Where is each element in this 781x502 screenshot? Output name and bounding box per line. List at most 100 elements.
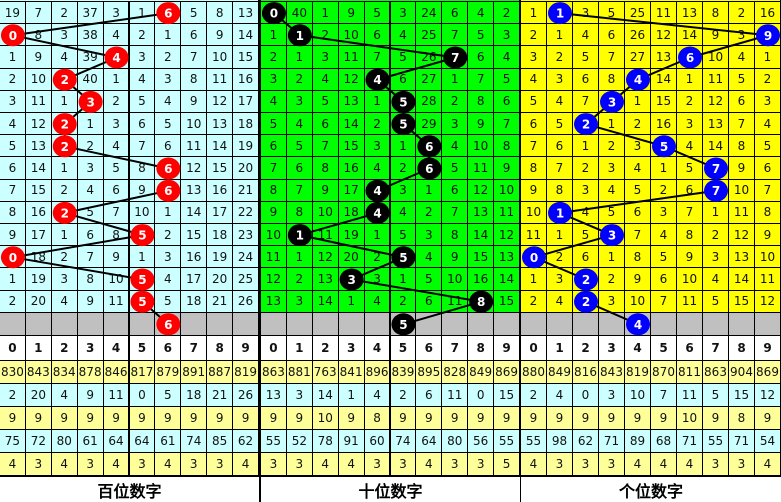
winning-ball: 7	[443, 46, 468, 69]
stat-cell: 4	[755, 453, 781, 477]
omission-cell: 5	[261, 113, 287, 136]
omission-cell: 5	[547, 113, 573, 136]
omission-cell: 19	[207, 246, 234, 269]
digit-header: 4	[103, 335, 130, 361]
stat-cell: 9	[521, 407, 547, 431]
stat-cell: 849	[547, 360, 573, 384]
omission-cell: 14	[25, 157, 52, 180]
ball-digit: 4	[373, 73, 381, 87]
forecast-cell	[129, 312, 156, 336]
omission-cell: 19	[338, 224, 365, 247]
omission-cell: 1	[77, 113, 104, 136]
stat-cell: 834	[51, 360, 78, 384]
ball-digit: 1	[296, 229, 304, 243]
trend-line	[299, 34, 456, 59]
forecast-cell	[0, 312, 26, 336]
omission-cell: 16	[25, 201, 52, 224]
omission-cell: 13	[181, 179, 208, 202]
ball-digit: 3	[608, 95, 616, 109]
winning-ball: 0	[261, 2, 286, 25]
ball-digit: 6	[164, 162, 172, 176]
omission-cell: 10	[494, 179, 520, 202]
omission-cell: 5	[390, 224, 417, 247]
stat-cell: 4	[625, 453, 651, 477]
omission-cell: 6	[521, 113, 547, 136]
omission-cell: 17	[338, 179, 365, 202]
omission-cell: 8	[312, 157, 339, 180]
omission-cell: 16	[338, 157, 365, 180]
omission-cell: 6	[286, 157, 313, 180]
stat-cell: 9	[233, 407, 259, 431]
omission-cell: 6	[547, 135, 573, 158]
omission-cell: 20	[25, 290, 52, 313]
stat-cell: 881	[286, 360, 313, 384]
winning-ball: 6	[417, 157, 442, 180]
winning-ball: 3	[600, 224, 624, 247]
stat-cell: 89	[625, 430, 651, 454]
stat-cell: 9	[0, 407, 26, 431]
omission-cell: 16	[233, 68, 259, 91]
stat-cell: 3	[599, 383, 625, 407]
trend-line	[299, 211, 378, 237]
forecast-cell	[494, 312, 520, 336]
digit-header: 8	[468, 335, 495, 361]
ball-digit: 6	[164, 7, 172, 21]
omission-cell: 13	[207, 113, 234, 136]
omission-cell: 5	[286, 135, 313, 158]
forecast-cell	[103, 312, 130, 336]
trend-line	[64, 145, 169, 170]
omission-cell: 3	[312, 46, 339, 69]
omission-cell: 2	[390, 290, 417, 313]
omission-cell: 5	[103, 157, 130, 180]
omission-cell: 8	[468, 90, 495, 113]
stat-cell: 6	[416, 383, 443, 407]
ball-digit: 2	[61, 118, 69, 132]
stat-cell: 891	[181, 360, 208, 384]
omission-cell: 1	[390, 268, 417, 291]
stat-cell: 869	[755, 360, 781, 384]
digit-header: 1	[547, 335, 573, 361]
stat-cell: 7	[651, 383, 677, 407]
stat-cell: 3	[286, 383, 313, 407]
omission-cell: 28	[416, 90, 443, 113]
omission-cell: 5	[494, 68, 520, 91]
winning-ball: 2	[52, 113, 77, 136]
omission-cell: 19	[233, 135, 259, 158]
stat-cell: 3	[729, 453, 755, 477]
omission-cell: 3	[494, 24, 520, 47]
trend-line	[12, 12, 169, 37]
omission-cell: 3	[573, 2, 599, 25]
omission-cell: 20	[233, 157, 259, 180]
omission-cell: 5	[0, 135, 26, 158]
omission-cell: 11	[261, 246, 287, 269]
digit-header: 2	[51, 335, 78, 361]
stat-cell: 80	[51, 430, 78, 454]
forecast-cell	[261, 312, 287, 336]
stat-cell: 9	[103, 407, 130, 431]
omission-cell: 8	[729, 135, 755, 158]
omission-cell: 1	[442, 68, 469, 91]
stat-cell: 9	[77, 383, 104, 407]
omission-cell: 2	[77, 135, 104, 158]
stat-cell: 904	[729, 360, 755, 384]
digit-header: 4	[625, 335, 651, 361]
digit-header: 9	[233, 335, 259, 361]
winning-ball: 5	[652, 135, 676, 158]
trend-line	[12, 256, 143, 281]
omission-cell: 12	[181, 157, 208, 180]
omission-cell: 7	[494, 113, 520, 136]
omission-cell: 3	[521, 46, 547, 69]
omission-cell: 6	[0, 157, 26, 180]
omission-cell: 15	[233, 46, 259, 69]
digit-header: 3	[338, 335, 365, 361]
winning-ball: 5	[391, 90, 416, 113]
omission-cell: 4	[129, 68, 156, 91]
ball-digit: 5	[399, 118, 407, 132]
ball-digit: 2	[61, 140, 69, 154]
omission-cell: 26	[625, 24, 651, 47]
stat-cell: 55	[521, 430, 547, 454]
omission-cell: 5	[573, 46, 599, 69]
stat-cell: 3	[547, 453, 573, 477]
